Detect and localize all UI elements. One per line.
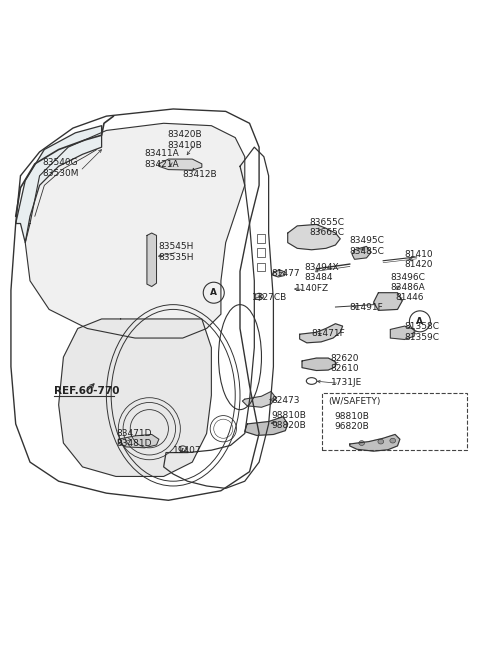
Text: 81358C
81359C: 81358C 81359C [405, 322, 440, 342]
Text: 83411A
83421A: 83411A 83421A [144, 149, 179, 169]
Polygon shape [118, 434, 159, 448]
Text: 1731JE: 1731JE [331, 378, 362, 387]
Text: 82620
82610: 82620 82610 [331, 353, 360, 373]
Text: 83495C
83485C: 83495C 83485C [350, 237, 384, 256]
Polygon shape [16, 125, 102, 242]
Polygon shape [300, 324, 343, 343]
Polygon shape [147, 233, 156, 286]
Polygon shape [242, 392, 276, 407]
Polygon shape [25, 124, 245, 338]
Polygon shape [245, 417, 288, 436]
Polygon shape [159, 159, 202, 170]
Bar [257, 248, 265, 257]
Text: 83420B
83410B: 83420B 83410B [168, 130, 203, 150]
Ellipse shape [378, 440, 384, 444]
Text: 1327CB: 1327CB [252, 292, 287, 302]
Text: 82473: 82473 [271, 396, 300, 405]
Text: 83496C
83486A: 83496C 83486A [390, 273, 425, 292]
Text: (W/SAFETY): (W/SAFETY) [328, 397, 381, 405]
Polygon shape [390, 326, 414, 340]
Polygon shape [350, 434, 400, 451]
Text: 98810B
96820B: 98810B 96820B [335, 412, 370, 431]
Polygon shape [373, 293, 402, 310]
Text: 81446: 81446 [395, 293, 423, 302]
Text: 81471F: 81471F [312, 328, 345, 338]
Bar [257, 263, 265, 271]
Polygon shape [302, 358, 336, 371]
Ellipse shape [390, 438, 396, 443]
Text: 83471D
83481D: 83471D 83481D [116, 428, 151, 448]
Text: A: A [417, 317, 423, 326]
Text: 83545H
83535H: 83545H 83535H [159, 242, 194, 262]
Polygon shape [59, 319, 211, 476]
Ellipse shape [255, 293, 264, 300]
Text: 83540G
83530M: 83540G 83530M [42, 158, 78, 178]
Text: 83412B: 83412B [183, 170, 217, 179]
Polygon shape [273, 270, 285, 277]
Polygon shape [288, 225, 340, 250]
Text: 83494X
83484: 83494X 83484 [304, 263, 339, 283]
Ellipse shape [359, 441, 364, 445]
Text: 81477: 81477 [271, 269, 300, 278]
Bar [257, 234, 265, 242]
Text: 81410
81420: 81410 81420 [405, 250, 433, 269]
Text: 1140FZ: 1140FZ [295, 284, 329, 293]
Text: 83655C
83665C: 83655C 83665C [309, 217, 344, 237]
Text: REF.60-770: REF.60-770 [54, 386, 120, 396]
Polygon shape [352, 246, 371, 260]
Text: 11407: 11407 [173, 445, 202, 455]
Text: 98810B
98820B: 98810B 98820B [271, 411, 306, 430]
Text: 81491F: 81491F [350, 304, 384, 313]
Ellipse shape [182, 448, 184, 449]
Text: A: A [210, 288, 217, 297]
